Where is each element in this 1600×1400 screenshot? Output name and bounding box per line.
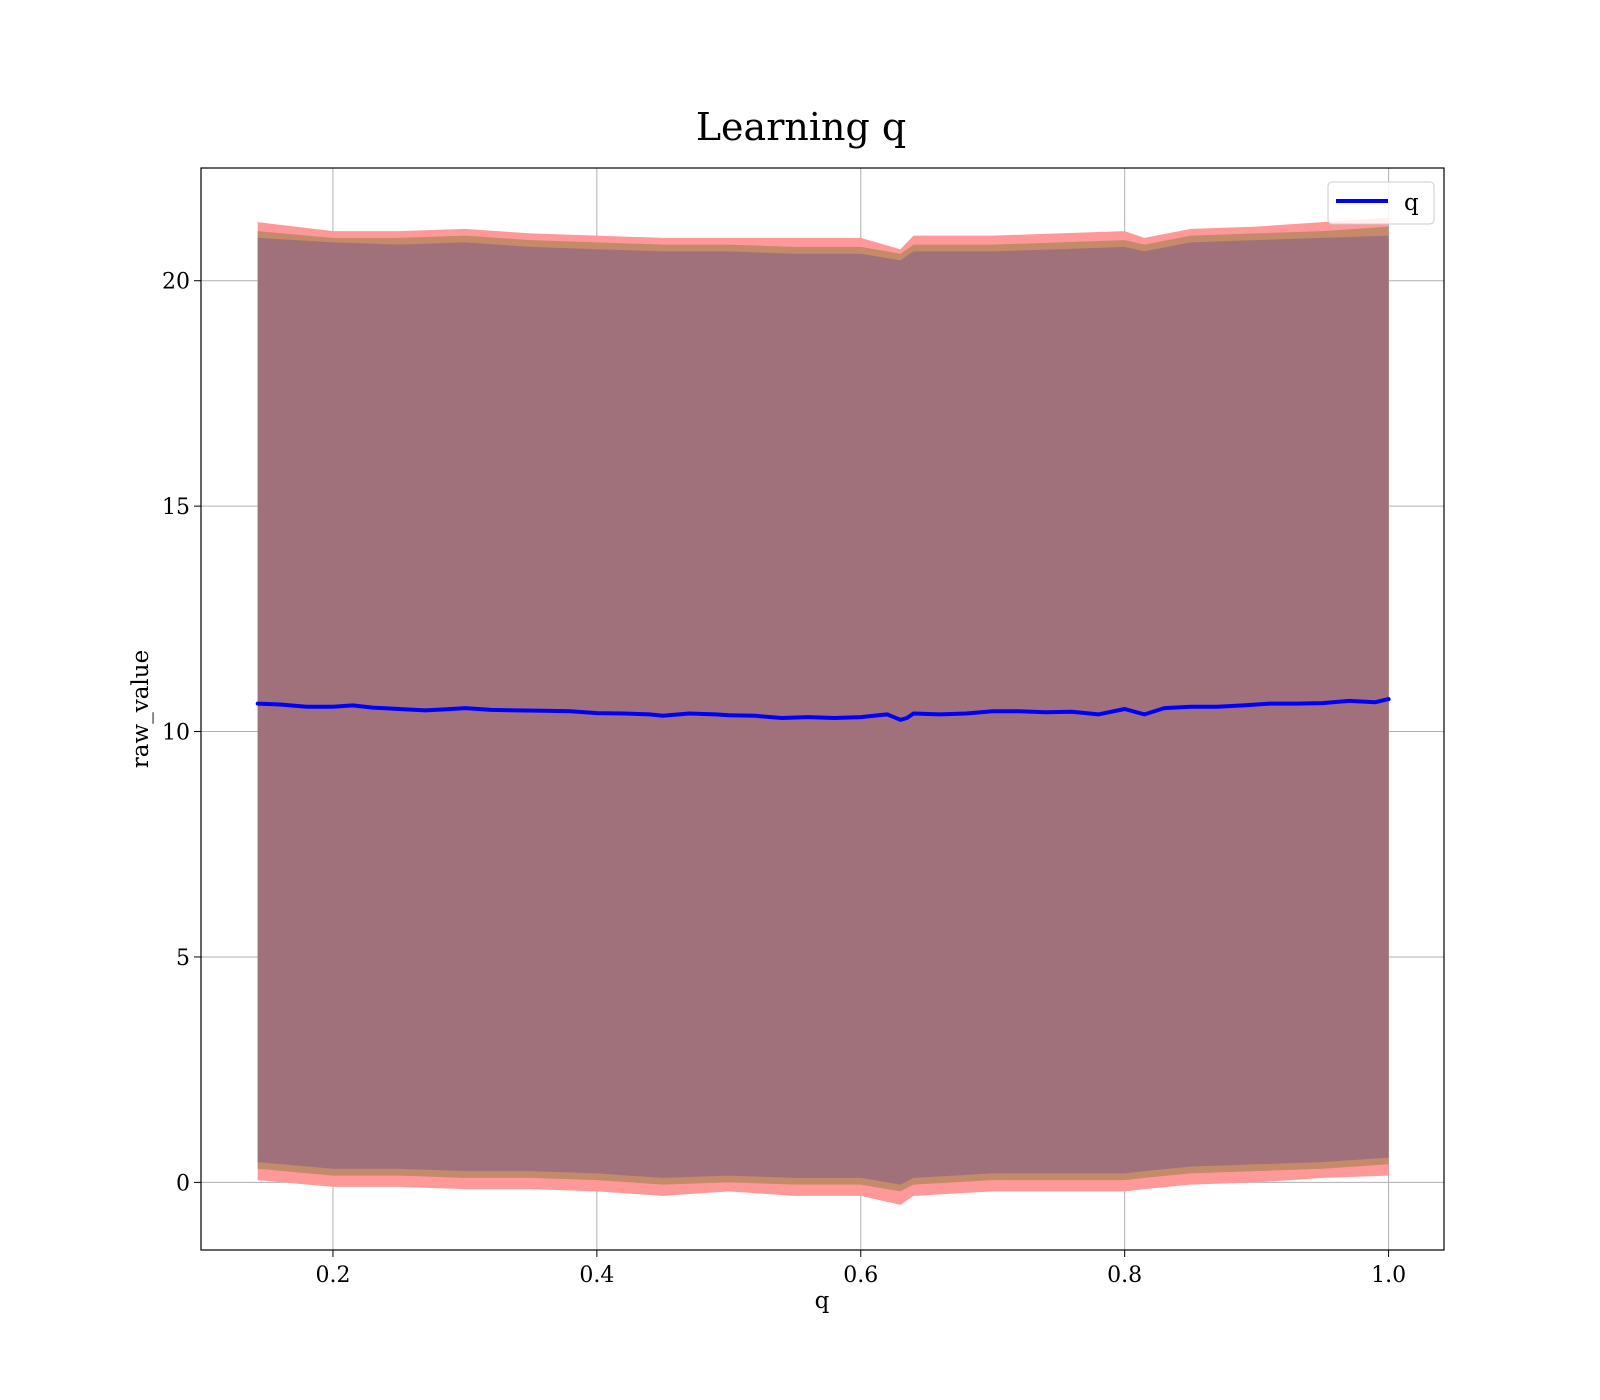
y-tick-label: 0	[176, 1171, 190, 1196]
x-tick-label: 0.8	[1107, 1263, 1142, 1288]
y-axis-label: raw_value	[128, 650, 154, 768]
y-tick-label: 15	[162, 495, 190, 520]
bands	[257, 217, 1389, 1205]
series-lines	[255, 697, 1391, 722]
y-tick-label: 10	[162, 721, 190, 746]
x-tick-label: 0.4	[579, 1263, 614, 1288]
y-tick-label: 20	[162, 270, 190, 295]
x-tick-label: 0.2	[315, 1263, 350, 1288]
legend: q	[1327, 181, 1435, 225]
x-axis-label: q	[815, 1288, 830, 1314]
ticks: 0.2 0.4 0.6 0.8 1.0 0 5 10 15 20	[162, 270, 1406, 1288]
confidence-band	[257, 235, 1389, 1185]
x-tick-label: 1.0	[1371, 1263, 1406, 1288]
x-tick-label: 0.6	[843, 1263, 878, 1288]
series-line-q	[255, 697, 1391, 722]
legend-label: q	[1404, 190, 1419, 216]
chart-title: Learning q	[696, 105, 906, 149]
plot-frame	[200, 167, 1445, 1251]
y-tick-label: 5	[176, 946, 190, 971]
